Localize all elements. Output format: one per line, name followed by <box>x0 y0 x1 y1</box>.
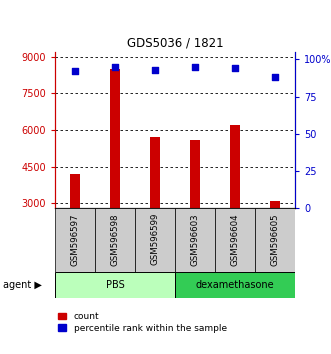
Text: GSM596604: GSM596604 <box>230 213 240 266</box>
Text: PBS: PBS <box>106 280 124 290</box>
Text: agent ▶: agent ▶ <box>3 280 42 290</box>
Bar <box>110 69 120 276</box>
Point <box>72 68 78 74</box>
Bar <box>55 208 95 272</box>
Bar <box>135 208 175 272</box>
Text: GSM596598: GSM596598 <box>111 213 119 266</box>
Bar <box>95 208 135 272</box>
Point <box>192 64 198 70</box>
Text: GSM596597: GSM596597 <box>71 213 79 266</box>
Point <box>272 74 278 80</box>
Point <box>152 67 158 73</box>
Bar <box>190 140 200 276</box>
Bar <box>70 174 80 276</box>
Bar <box>230 125 240 276</box>
Point <box>232 65 238 71</box>
Bar <box>150 137 160 276</box>
Text: GSM596603: GSM596603 <box>191 213 200 266</box>
Text: dexamethasone: dexamethasone <box>196 280 274 290</box>
Text: GSM596605: GSM596605 <box>270 213 279 266</box>
Legend: count, percentile rank within the sample: count, percentile rank within the sample <box>55 308 230 336</box>
Text: GSM596599: GSM596599 <box>151 213 160 266</box>
Bar <box>175 272 295 298</box>
Bar <box>255 208 295 272</box>
Point <box>112 64 118 70</box>
Bar <box>215 208 255 272</box>
Bar <box>55 272 175 298</box>
Bar <box>270 201 280 276</box>
Title: GDS5036 / 1821: GDS5036 / 1821 <box>127 36 223 50</box>
Bar <box>175 208 215 272</box>
